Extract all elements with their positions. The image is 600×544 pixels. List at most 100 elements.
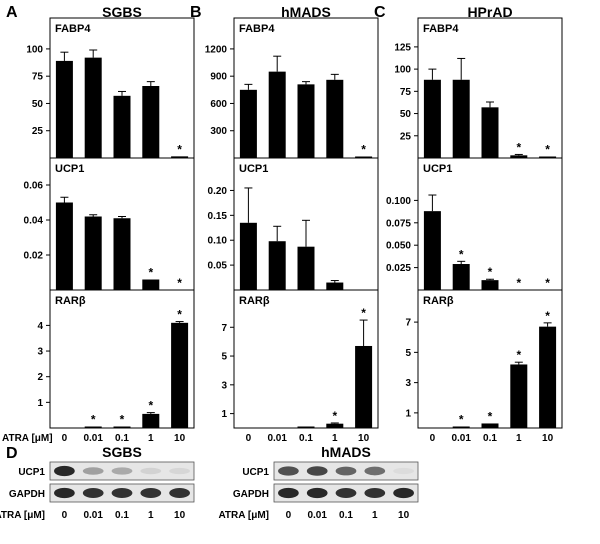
blot-band [393, 487, 414, 499]
chart-hmads-fabp4: FABP4 300 600 900 1200 * [205, 17, 379, 159]
bar [84, 57, 102, 158]
blot-band [278, 466, 299, 476]
significance-star: * [177, 142, 182, 156]
blot-x-tick-label: 0.1 [115, 510, 129, 521]
bar [452, 79, 470, 158]
bar [171, 156, 189, 158]
significance-star: * [459, 412, 464, 426]
significance-star: * [516, 140, 521, 154]
y-tick-label: 300 [210, 126, 227, 137]
y-tick-label: 5 [221, 352, 227, 363]
blot-sgbs: SGBS UCP1 GAPDH 0 0.01 0.1 1 10 ATRA [μM] [0, 444, 195, 521]
chart-hprad-ucp1: UCP1 0.025 0.050 0.075 0.100 * * * * [386, 157, 563, 291]
y-tick-label: 0.075 [386, 218, 411, 229]
blot-band [306, 487, 328, 499]
bar [113, 218, 131, 290]
y-tick-label: 75 [400, 87, 412, 98]
blot-x-tick-label: 1 [372, 510, 378, 521]
blot-title: SGBS [102, 444, 142, 460]
significance-star: * [148, 266, 153, 280]
x-tick-label: 0.01 [267, 433, 287, 444]
blot-band [82, 467, 104, 475]
y-tick-label: 1 [37, 398, 43, 409]
blot-title: hMADS [321, 444, 371, 460]
y-tick-label: 75 [32, 72, 44, 83]
blot-x-tick-label: 0 [62, 510, 68, 521]
significance-star: * [91, 413, 96, 427]
bar [268, 241, 286, 290]
significance-star: * [332, 409, 337, 423]
significance-star: * [361, 143, 366, 157]
chart-hprad-rarb: RARβ 1 3 5 7 0 * 0.01 * 0.1 * 1 * 10 [405, 289, 563, 444]
blot-band [169, 467, 190, 475]
y-tick-label: 125 [394, 42, 411, 53]
bar [84, 426, 102, 428]
bar [113, 426, 131, 428]
significance-star: * [459, 247, 464, 261]
blot-x-tick-label: 0.01 [307, 510, 327, 521]
blot-band [82, 488, 104, 498]
gene-label: UCP1 [55, 163, 84, 175]
significance-star: * [545, 143, 550, 157]
bar [326, 423, 344, 428]
y-tick-label: 0.100 [386, 196, 411, 207]
x-tick-label: 0.1 [115, 433, 129, 444]
panel-letter-c: C [374, 4, 386, 21]
bar [239, 222, 257, 290]
bar [142, 279, 160, 290]
bar [171, 322, 189, 428]
bar [481, 423, 499, 428]
blot-band [364, 466, 386, 476]
blot-band [111, 488, 133, 498]
blot-row-label-gapdh: GAPDH [233, 489, 269, 500]
blot-x-tick-label: 0 [286, 510, 292, 521]
significance-star: * [177, 276, 182, 290]
bar [297, 426, 315, 428]
chart-sgbs-fabp4: FABP4 25 50 75 100 * [26, 17, 195, 159]
chart-hmads-ucp1: UCP1 0.05 0.10 0.15 0.20 [208, 157, 379, 291]
y-tick-label: 100 [394, 65, 411, 76]
panel-letter-a: A [6, 4, 18, 21]
bar [423, 211, 441, 290]
significance-star: * [545, 276, 550, 290]
x-tick-label: 1 [148, 433, 154, 444]
significance-star: * [545, 309, 550, 323]
panel-letter-b: B [190, 4, 202, 21]
significance-star: * [488, 265, 493, 279]
gene-label: RARβ [55, 295, 86, 307]
blot-band [306, 466, 328, 476]
y-tick-label: 0.025 [386, 263, 411, 274]
significance-star: * [488, 409, 493, 423]
blot-band [393, 467, 414, 475]
x-tick-label: 0.01 [451, 433, 471, 444]
blot-row-label-gapdh: GAPDH [9, 489, 45, 500]
blot-x-tick-label: 0.1 [339, 510, 353, 521]
bar [297, 84, 315, 158]
bar [268, 71, 286, 158]
y-tick-label: 7 [405, 318, 411, 329]
y-tick-label: 0.05 [208, 261, 228, 272]
y-tick-label: 100 [26, 44, 43, 55]
y-tick-label: 0.06 [24, 181, 44, 192]
x-tick-label: 1 [516, 433, 522, 444]
bar [481, 280, 499, 290]
bar [326, 79, 344, 158]
bar [326, 282, 344, 290]
bar [239, 89, 257, 158]
x-tick-label: 1 [332, 433, 338, 444]
bar [55, 60, 73, 159]
y-tick-label: 1200 [205, 44, 228, 55]
bar [355, 156, 373, 158]
bar [84, 216, 102, 290]
blot-x-tick-label: 10 [398, 510, 410, 521]
bar [481, 107, 499, 158]
significance-star: * [516, 348, 521, 362]
y-tick-label: 25 [32, 126, 44, 137]
y-tick-label: 0.04 [24, 216, 44, 227]
bar [423, 79, 441, 158]
y-tick-label: 3 [37, 347, 43, 358]
y-tick-label: 5 [405, 348, 411, 359]
blot-band [335, 488, 357, 498]
x-tick-label: 0.1 [299, 433, 313, 444]
